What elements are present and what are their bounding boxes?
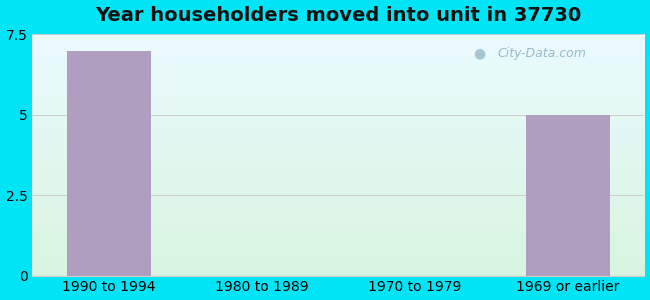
Text: ●: ● (473, 46, 485, 61)
Text: City-Data.com: City-Data.com (497, 46, 586, 59)
Title: Year householders moved into unit in 37730: Year householders moved into unit in 377… (96, 6, 582, 25)
Bar (526, 115, 610, 276)
Bar (67, 50, 151, 276)
